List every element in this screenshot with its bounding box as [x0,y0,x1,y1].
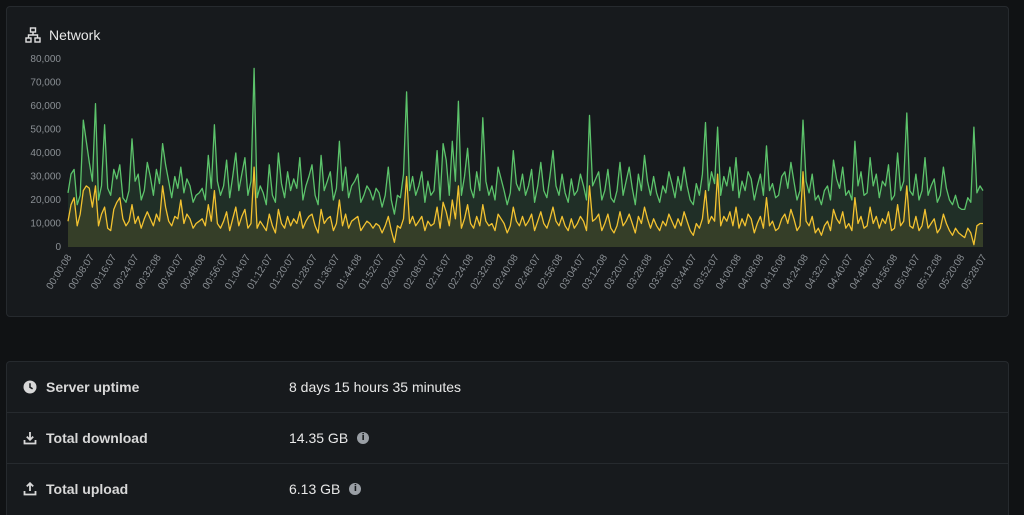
stat-row-upload: Total upload 6.13 GB i [7,464,1008,515]
network-card: 0 10,000 20,000 30,000 40,000 50,000 60,000 70,… [6,6,1009,317]
server-stats-table: Server uptime 8 days 15 hours 35 minutes… [6,361,1009,515]
stat-value: 8 days 15 hours 35 minutes [289,379,461,395]
y-tick-label: 30,000 [30,172,61,183]
info-icon[interactable]: i [357,432,370,444]
series-area-1 [68,167,983,247]
stat-label: Total upload [46,481,129,497]
stat-label: Total download [46,430,148,446]
y-tick-label: 40,000 [30,148,61,159]
series-line-0 [67,67,984,215]
y-tick-label: 50,000 [30,125,61,136]
stat-row-uptime: Server uptime 8 days 15 hours 35 minutes [7,362,1008,413]
y-tick-label: 10,000 [30,219,61,230]
network-card-title: Network [25,25,100,45]
y-tick-label: 0 [55,242,61,253]
network-title-text: Network [49,27,101,43]
stat-label: Server uptime [46,379,140,395]
clock-icon [23,380,37,394]
stat-value-text: 8 days 15 hours 35 minutes [289,379,461,395]
network-icon [25,27,41,43]
stat-row-download: Total download 14.35 GB i [7,413,1008,464]
y-tick-label: 20,000 [30,195,61,206]
series-area-0 [68,68,983,248]
info-icon[interactable]: i [349,483,362,495]
stat-value: 6.13 GB i [289,481,362,497]
series-line-1 [67,166,983,246]
stat-value-text: 14.35 GB [289,430,349,446]
upload-icon [23,481,37,496]
y-tick-label: 60,000 [30,101,61,112]
network-chart: 0 10,000 20,000 30,000 40,000 50,000 60,000 70,… [30,54,989,292]
y-tick-label: 80,000 [30,54,61,65]
stat-value: 14.35 GB i [289,430,370,446]
stat-value-text: 6.13 GB [289,481,341,497]
download-icon [23,431,37,445]
y-tick-label: 70,000 [30,78,61,89]
